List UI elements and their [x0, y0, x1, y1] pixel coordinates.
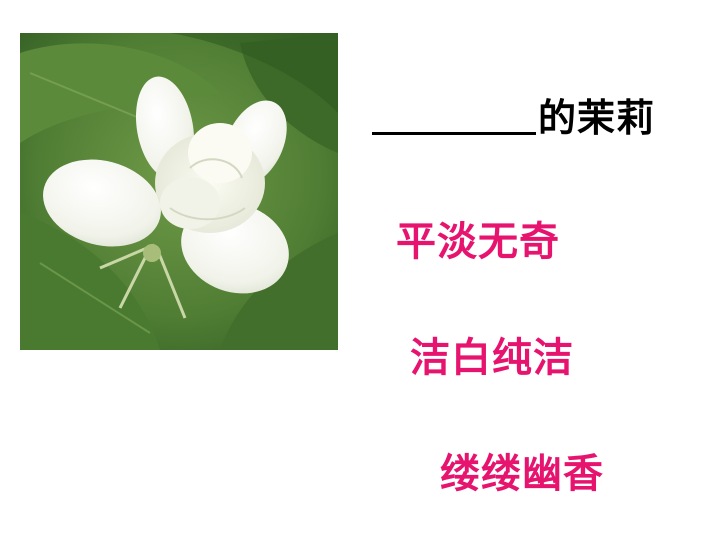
answer-blank — [372, 132, 536, 135]
phrase-plain: 平淡无奇 — [396, 219, 560, 265]
phrase-pure-white: 洁白纯洁 — [410, 335, 574, 381]
phrase-fragrance: 缕缕幽香 — [440, 451, 604, 497]
jasmine-photo — [20, 33, 338, 350]
prompt-text: 的茉莉 — [538, 96, 656, 140]
fill-in-blank-prompt: 的茉莉 — [372, 92, 655, 140]
